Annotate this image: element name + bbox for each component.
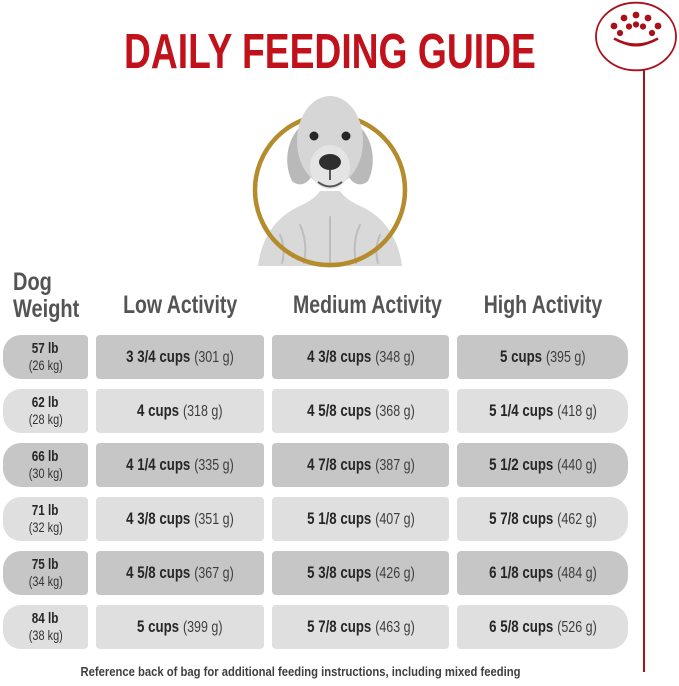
low-activity-cell: 4 5/8 cups (367 g) [96,551,264,595]
table-row: 57 lb (26 kg) 3 3/4 cups (301 g) 4 3/8 cu… [3,335,628,379]
weight-cell: 57 lb (26 kg) [3,335,88,379]
weight-cell: 66 lb (30 kg) [3,443,88,487]
table-row: 62 lb (28 kg) 4 cups (318 g) 4 5/8 cups (3… [3,389,628,433]
medium-activity-cell: 4 5/8 cups (368 g) [272,389,449,433]
header-high-activity: High Activity [483,291,602,319]
table-row: 71 lb (32 kg) 4 3/8 cups (351 g) 5 1/8 cu… [3,497,628,541]
low-activity-cell: 4 1/4 cups (335 g) [96,443,264,487]
table-row: 75 lb (34 kg) 4 5/8 cups (367 g) 5 3/8 cu… [3,551,628,595]
header-low-activity: Low Activity [122,291,238,319]
low-activity-cell: 5 cups (399 g) [96,605,264,649]
page-title-text: DAILY FEEDING GUIDE [124,25,536,79]
right-accent-line [643,70,645,672]
table-header-row: Dog Weight Low Activity Medium Activity … [3,252,628,322]
page-title: DAILY FEEDING GUIDE [0,24,660,80]
low-activity-cell: 4 cups (318 g) [96,389,264,433]
high-activity-cell: 6 1/8 cups (484 g) [457,551,628,595]
weight-cell: 75 lb (34 kg) [3,551,88,595]
footer-note: Reference back of bag for additional fee… [80,665,521,679]
low-activity-cell: 4 3/8 cups (351 g) [96,497,264,541]
medium-activity-cell: 4 7/8 cups (387 g) [272,443,449,487]
table-row: 84 lb (38 kg) 5 cups (399 g) 5 7/8 cups (4… [3,605,628,649]
high-activity-cell: 6 5/8 cups (526 g) [457,605,628,649]
high-activity-cell: 5 1/2 cups (440 g) [457,443,628,487]
low-activity-cell: 3 3/4 cups (301 g) [96,335,264,379]
weight-cell: 62 lb (28 kg) [3,389,88,433]
medium-activity-cell: 5 1/8 cups (407 g) [272,497,449,541]
medium-activity-cell: 4 3/8 cups (348 g) [272,335,449,379]
medium-activity-cell: 5 7/8 cups (463 g) [272,605,449,649]
header-medium-activity: Medium Activity [292,291,442,319]
high-activity-cell: 5 cups (395 g) [457,335,628,379]
royal-canin-logo [593,1,679,78]
crown-icon [595,1,677,72]
dog-photo [240,85,420,270]
dog-portrait-illustration [252,96,408,268]
header-dog-weight: Dog Weight [13,268,80,323]
table-row: 66 lb (30 kg) 4 1/4 cups (335 g) 4 7/8 cu… [3,443,628,487]
weight-cell: 84 lb (38 kg) [3,605,88,649]
medium-activity-cell: 5 3/8 cups (426 g) [272,551,449,595]
high-activity-cell: 5 7/8 cups (462 g) [457,497,628,541]
high-activity-cell: 5 1/4 cups (418 g) [457,389,628,433]
feeding-table: 57 lb (26 kg) 3 3/4 cups (301 g) 4 3/8 cu… [3,335,628,659]
weight-cell: 71 lb (32 kg) [3,497,88,541]
